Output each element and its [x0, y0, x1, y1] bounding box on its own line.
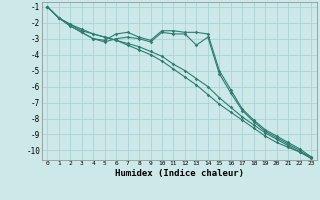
X-axis label: Humidex (Indice chaleur): Humidex (Indice chaleur): [115, 169, 244, 178]
